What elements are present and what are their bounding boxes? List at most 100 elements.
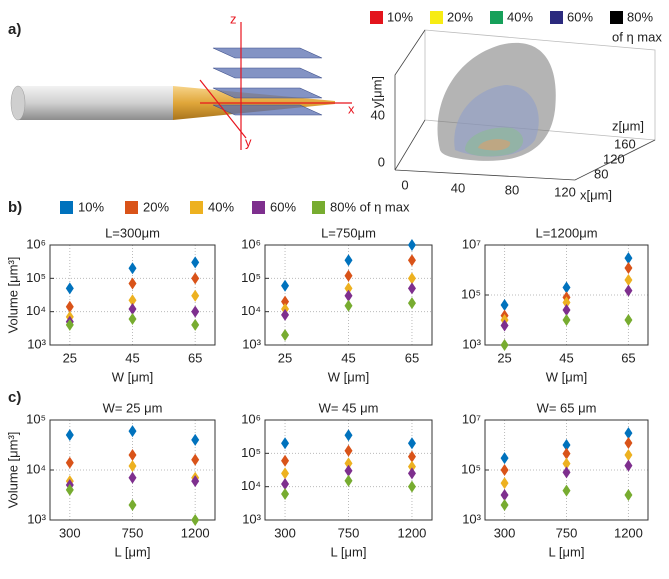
marker [281, 280, 289, 292]
legend-label: 60% [567, 9, 593, 24]
marker [563, 485, 571, 497]
y-tick-label: 10³ [462, 511, 481, 526]
chart-title: W= 65 μm [537, 400, 597, 415]
marker [281, 467, 289, 479]
x-tick-label: 750 [338, 525, 360, 540]
marker [191, 454, 199, 466]
tick-label: 80 [505, 182, 519, 197]
legend-swatch [312, 201, 325, 214]
y-tick-label: 10⁶ [26, 236, 46, 251]
x-tick-label: 65 [621, 350, 635, 365]
legend-swatch [60, 201, 73, 214]
tick-label: 40 [451, 180, 465, 195]
x-axis-label: W [μm] [546, 369, 587, 384]
y-tick-label: 10⁴ [241, 303, 261, 318]
chart-title: L=750μm [321, 225, 376, 240]
marker [345, 475, 353, 487]
axis-label: z[μm] [612, 118, 644, 133]
marker [129, 262, 137, 274]
legend-swatch [490, 11, 503, 24]
marker [563, 466, 571, 478]
axis-label: x[μm] [580, 187, 612, 202]
x-tick-label: 45 [341, 350, 355, 365]
marker [345, 445, 353, 457]
chart-title: L=1200μm [535, 225, 597, 240]
x-tick-label: 300 [494, 525, 516, 540]
fiber-illustration [11, 22, 352, 150]
marker [624, 489, 632, 501]
marker [281, 488, 289, 500]
marker [624, 437, 632, 449]
legend-swatch [125, 201, 138, 214]
panel-label: b) [8, 199, 22, 216]
chart-title: W= 25 μm [103, 400, 163, 415]
y-tick-label: 10⁵ [461, 461, 481, 476]
x-tick-label: 45 [125, 350, 139, 365]
x-axis-label: L [μm] [115, 544, 151, 559]
marker [129, 313, 137, 325]
marker [191, 434, 199, 446]
marker [624, 285, 632, 297]
y-tick-label: 10⁵ [26, 411, 46, 426]
legend-swatch [370, 11, 383, 24]
x-axis-label: L [μm] [331, 544, 367, 559]
x-axis-label: L [μm] [549, 544, 585, 559]
marker [501, 499, 509, 511]
marker [191, 256, 199, 268]
marker [129, 425, 137, 437]
x-axis-label: W [μm] [328, 369, 369, 384]
marker [191, 306, 199, 318]
legend-label: 40% [507, 9, 533, 24]
marker [345, 270, 353, 282]
marker [345, 429, 353, 441]
x-tick-label: 45 [559, 350, 573, 365]
marker [408, 254, 416, 266]
marker [191, 319, 199, 331]
panel-label: a) [8, 21, 21, 38]
marker [408, 481, 416, 493]
y-tick-label: 10⁴ [26, 461, 46, 476]
legend-label: 80% of η max [330, 199, 410, 214]
chart-title: W= 45 μm [319, 400, 379, 415]
marker [501, 452, 509, 464]
axis-label: z [230, 11, 237, 26]
axis-label: y[μm] [369, 76, 384, 108]
legend-swatch [550, 11, 563, 24]
x-tick-label: 25 [63, 350, 77, 365]
x-tick-label: 750 [556, 525, 578, 540]
marker [129, 472, 137, 484]
figure: a) b) c) z y x y[μm] 40 0 [0, 0, 669, 574]
y-axis-label: Volume [μm³] [5, 432, 20, 509]
legend-swatch [610, 11, 623, 24]
y-tick-label: 10⁵ [26, 270, 46, 285]
chart-title: L=300μm [105, 225, 160, 240]
marker [408, 437, 416, 449]
marker [408, 282, 416, 294]
marker [563, 314, 571, 326]
tick-label: 120 [603, 151, 625, 166]
marker [66, 282, 74, 294]
legend-label: 10% [78, 199, 104, 214]
x-tick-label: 65 [405, 350, 419, 365]
y-tick-label: 10⁶ [241, 411, 261, 426]
marker [281, 329, 289, 341]
x-tick-label: 25 [278, 350, 292, 365]
y-tick-label: 10³ [27, 336, 46, 351]
y-tick-label: 10⁷ [462, 411, 481, 426]
marker [66, 429, 74, 441]
legend-swatch [190, 201, 203, 214]
legend-label: 10% [387, 9, 413, 24]
x-tick-label: 25 [497, 350, 511, 365]
tick-label: 0 [401, 177, 408, 192]
legend-label: 40% [208, 199, 234, 214]
x-tick-label: 300 [274, 525, 296, 540]
y-tick-label: 10³ [242, 511, 261, 526]
x-tick-label: 300 [59, 525, 81, 540]
axis-label: y [245, 134, 252, 149]
legend-label: 60% [270, 199, 296, 214]
y-tick-label: 10⁷ [462, 236, 481, 251]
marker [129, 499, 137, 511]
y-tick-label: 10³ [27, 511, 46, 526]
marker [345, 300, 353, 312]
marker [129, 460, 137, 472]
